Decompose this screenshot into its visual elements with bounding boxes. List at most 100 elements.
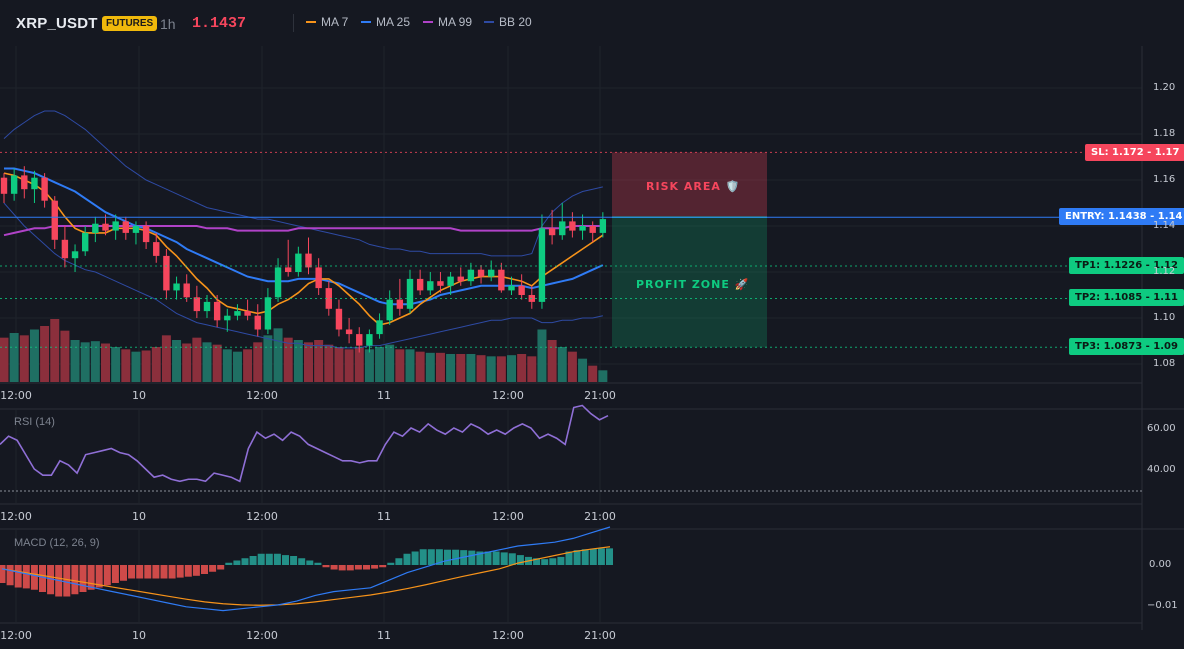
volume-bar <box>141 350 151 382</box>
legend-label: MA 99 <box>438 15 473 29</box>
macd-histogram-bar <box>492 551 500 565</box>
macd-histogram-bar <box>0 565 6 583</box>
tp2-price-tag[interactable]: TP2: 1.1085 - 1.11 <box>1069 289 1184 306</box>
macd-histogram-bar <box>379 565 387 568</box>
macd-histogram-bar <box>47 565 55 595</box>
volume-bar <box>202 342 212 382</box>
macd-histogram-bar <box>63 565 71 597</box>
volume-bar <box>121 349 131 382</box>
macd-histogram-bar <box>290 556 298 565</box>
rsi-line <box>0 404 609 483</box>
candle-body <box>376 320 383 335</box>
volume-bar <box>90 341 100 382</box>
macd-histogram-bar <box>314 562 322 565</box>
candle-body <box>295 253 302 272</box>
macd-histogram-bar <box>581 549 589 565</box>
macd-histogram-bar <box>597 548 605 565</box>
profit-zone-label: PROFIT ZONE 🚀 <box>636 278 750 291</box>
macd-tick: 0.00 <box>1149 559 1172 570</box>
macd-histogram-bar <box>419 549 427 565</box>
candle-body <box>305 253 312 268</box>
time-tick: 11 <box>377 389 391 402</box>
macd-histogram-bar <box>192 565 200 576</box>
entry-price-tag[interactable]: ENTRY: 1.1438 - 1.14 <box>1059 208 1184 225</box>
candle-body <box>254 315 261 330</box>
macd-histogram-bar <box>79 565 87 592</box>
macd-histogram-bar <box>508 553 516 565</box>
macd-histogram-bar <box>306 560 314 565</box>
legend-swatch <box>306 21 316 23</box>
candle-body <box>163 255 170 291</box>
volume-bar <box>507 355 516 382</box>
candle-body <box>41 177 48 201</box>
candle-body <box>183 283 190 298</box>
macd-histogram-bar <box>516 555 524 565</box>
macd-histogram-bar <box>152 565 160 579</box>
macd-histogram-bar <box>395 558 403 565</box>
candle-body <box>569 221 576 231</box>
volume-bar <box>486 356 496 382</box>
volume-bar <box>567 351 577 382</box>
candle-body <box>71 251 79 259</box>
time-tick: 10 <box>132 389 146 402</box>
rsi-tick: 40.00 <box>1147 464 1176 475</box>
macd-histogram-bar <box>273 553 281 565</box>
volume-bar <box>354 347 364 382</box>
candle-body <box>61 239 69 259</box>
volume-bar <box>9 333 19 382</box>
macd-histogram-bar <box>565 551 573 565</box>
volume-bar <box>172 340 182 382</box>
volume-bar <box>456 354 466 382</box>
candle-body <box>406 278 414 309</box>
macd-histogram-bar <box>14 565 22 588</box>
price-tick: 1.18 <box>1153 128 1176 139</box>
candle-body <box>498 269 505 291</box>
bb-upper-line <box>3 110 603 257</box>
macd-histogram-bar <box>241 558 249 565</box>
candle-body <box>579 226 586 231</box>
candle-body <box>589 226 596 233</box>
time-tick: 12:00 <box>492 629 524 642</box>
macd-histogram-bar <box>103 565 111 586</box>
macd-histogram-bar <box>476 551 484 565</box>
bb-lower-line <box>3 202 603 349</box>
tp1-price-tag[interactable]: TP1: 1.1226 - 1.12 <box>1069 257 1184 274</box>
candle-body <box>21 175 28 190</box>
legend-ma99[interactable]: MA 99 <box>423 15 472 29</box>
macd-histogram-bar <box>541 559 549 565</box>
sl-price-tag[interactable]: SL: 1.172 - 1.17 <box>1085 144 1184 161</box>
candle-body <box>122 221 129 233</box>
volume-bar <box>385 344 395 382</box>
candle-body <box>203 301 211 312</box>
macd-histogram-bar <box>452 549 460 565</box>
legend-bb20[interactable]: BB 20 <box>484 15 532 29</box>
tp3-price-tag[interactable]: TP3: 1.0873 - 1.09 <box>1069 338 1184 355</box>
volume-bar <box>314 340 324 382</box>
volume-bar <box>80 342 90 382</box>
macd-histogram-bar <box>500 552 508 565</box>
candle-body <box>51 200 58 240</box>
symbol-name[interactable]: XRP_USDT <box>16 15 98 32</box>
legend-ma25[interactable]: MA 25 <box>361 15 410 29</box>
candle-body <box>244 311 251 316</box>
candle-body <box>173 283 180 291</box>
volume-bar <box>395 349 405 382</box>
candle-body <box>264 297 272 330</box>
timeframe-selector[interactable]: 1h <box>160 16 176 32</box>
rsi-title: RSI (14) <box>14 416 55 428</box>
candle-body <box>325 288 332 309</box>
price-tick: 1.14 <box>1153 220 1176 231</box>
time-tick: 11 <box>377 510 391 523</box>
macd-histogram-bar <box>120 565 127 581</box>
profit-zone <box>612 217 767 348</box>
macd-tick: −0.01 <box>1147 600 1178 611</box>
volume-bar <box>496 356 506 382</box>
volume-bar <box>364 349 374 382</box>
candle-body <box>112 221 119 231</box>
legend-ma7[interactable]: MA 7 <box>306 15 348 29</box>
price-tick: 1.12 <box>1153 266 1176 277</box>
macd-histogram-bar <box>128 565 136 579</box>
macd-histogram-bar <box>411 551 419 565</box>
